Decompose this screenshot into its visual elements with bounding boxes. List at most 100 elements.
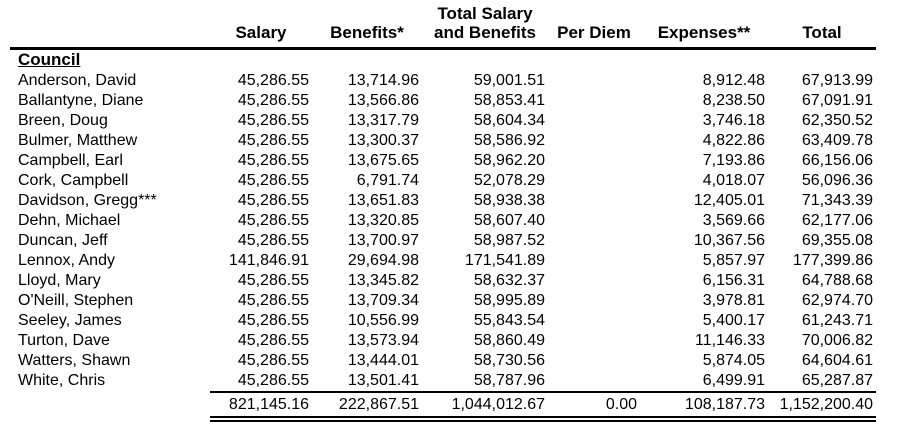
cell-per-diem xyxy=(548,371,640,392)
table-row: Watters, Shawn 45,286.55 13,444.01 58,730.5… xyxy=(10,351,876,371)
header-salary: Salary xyxy=(210,2,312,50)
cell-expenses: 7,193.86 xyxy=(702,151,765,169)
cell-expenses: 5,400.17 xyxy=(702,311,765,329)
cell-total: 71,343.39 xyxy=(801,191,873,209)
cell-per-diem xyxy=(548,331,640,351)
cell-total-salary-benefits: 58,860.49 xyxy=(473,331,545,349)
header-expenses: Expenses** xyxy=(640,2,768,50)
header-total-salary-and-benefits: Total Salary and Benefits xyxy=(422,2,548,50)
cell-benefits: 13,709.34 xyxy=(347,291,419,309)
cell-benefits: 10,556.99 xyxy=(347,311,419,329)
section-label: Council xyxy=(18,50,81,70)
header-total-salary-line1: Total Salary xyxy=(437,4,533,23)
cell-name: O'Neill, Stephen xyxy=(18,291,134,309)
cell-total: 62,177.06 xyxy=(801,211,873,229)
cell-per-diem xyxy=(548,351,640,371)
cell-expenses: 4,822.86 xyxy=(702,131,765,149)
cell-expenses: 11,146.33 xyxy=(695,331,765,349)
cell-salary: 45,286.55 xyxy=(237,291,309,309)
cell-total: 66,156.06 xyxy=(801,151,873,169)
cell-per-diem xyxy=(548,131,640,151)
cell-total: 61,243.71 xyxy=(801,311,873,329)
cell-total: 177,399.86 xyxy=(792,251,873,269)
cell-salary: 45,286.55 xyxy=(237,191,309,209)
cell-per-diem xyxy=(548,311,640,331)
header-total: Total xyxy=(768,2,876,50)
cell-per-diem xyxy=(548,251,640,271)
cell-expenses: 6,499.91 xyxy=(702,371,765,389)
cell-benefits: 13,317.79 xyxy=(347,111,419,129)
cell-benefits: 13,573.94 xyxy=(347,331,419,349)
cell-salary: 45,286.55 xyxy=(237,211,309,229)
cell-totals-total-salary-benefits: 1,044,012.67 xyxy=(422,390,548,422)
cell-name: Dehn, Michael xyxy=(18,211,121,229)
cell-name: Anderson, David xyxy=(18,71,137,89)
cell-expenses: 3,978.81 xyxy=(702,291,765,309)
cell-name: Watters, Shawn xyxy=(18,351,131,369)
table-row: Duncan, Jeff 45,286.55 13,700.97 58,987.52 1… xyxy=(10,231,876,251)
table-row: Seeley, James 45,286.55 10,556.99 55,843.54… xyxy=(10,311,876,331)
cell-totals-total: 1,152,200.40 xyxy=(768,390,876,422)
totals-row: 821,145.16 222,867.51 1,044,012.67 0.00 … xyxy=(10,390,876,422)
cell-benefits: 13,320.85 xyxy=(347,211,419,229)
cell-name: Ballantyne, Diane xyxy=(18,91,144,109)
cell-expenses: 5,857.97 xyxy=(702,251,765,269)
cell-total-salary-benefits: 52,078.29 xyxy=(473,171,545,189)
cell-total-salary-benefits: 59,001.51 xyxy=(473,71,545,89)
table-row: Ballantyne, Diane 45,286.55 13,566.86 58,85… xyxy=(10,91,876,111)
table-row: Cork, Campbell 45,286.55 6,791.74 52,078.29… xyxy=(10,171,876,191)
cell-total: 69,355.08 xyxy=(801,231,873,249)
cell-expenses: 3,746.18 xyxy=(702,111,765,129)
cell-per-diem xyxy=(548,171,640,191)
cell-benefits: 13,501.41 xyxy=(347,371,419,389)
cell-per-diem xyxy=(548,231,640,251)
cell-salary: 45,286.55 xyxy=(237,151,309,169)
table-row: Breen, Doug 45,286.55 13,317.79 58,604.34 3,… xyxy=(10,111,876,131)
cell-per-diem xyxy=(548,71,640,91)
cell-salary: 45,286.55 xyxy=(237,231,309,249)
cell-name: White, Chris xyxy=(18,372,106,389)
cell-total-salary-benefits: 58,730.56 xyxy=(473,351,545,369)
cell-per-diem xyxy=(548,111,640,131)
table-row: Campbell, Earl 45,286.55 13,675.65 58,962.2… xyxy=(10,151,876,171)
header-total-salary-line2: and Benefits xyxy=(433,23,537,42)
cell-per-diem xyxy=(548,151,640,171)
cell-per-diem xyxy=(548,211,640,231)
table-row: White, Chris 45,286.55 13,501.41 58,787.96 6… xyxy=(10,371,876,392)
cell-expenses: 4,018.07 xyxy=(702,171,765,189)
cell-total: 65,287.87 xyxy=(801,371,873,389)
cell-salary: 45,286.55 xyxy=(237,331,309,349)
cell-total-salary-benefits: 58,607.40 xyxy=(473,211,545,229)
table-row: Lloyd, Mary 45,286.55 13,345.82 58,632.37 6,… xyxy=(10,271,876,291)
cell-salary: 45,286.55 xyxy=(237,91,309,109)
cell-name: Cork, Campbell xyxy=(18,171,129,189)
cell-expenses: 8,912.48 xyxy=(702,71,765,89)
table-row: Turton, Dave 45,286.55 13,573.94 58,860.49 1… xyxy=(10,331,876,351)
cell-total: 64,604.61 xyxy=(801,351,873,369)
cell-total-salary-benefits: 171,541.89 xyxy=(464,251,545,269)
cell-expenses: 8,238.50 xyxy=(702,91,765,109)
cell-name: Seeley, James xyxy=(18,311,122,329)
cell-total-salary-benefits: 58,604.34 xyxy=(473,111,545,129)
table-row: Davidson, Gregg*** 45,286.55 13,651.83 58,9… xyxy=(10,191,876,211)
cell-total: 62,974.70 xyxy=(801,291,873,309)
header-per-diem: Per Diem xyxy=(548,2,640,50)
cell-salary: 45,286.55 xyxy=(237,131,309,149)
cell-name: Lloyd, Mary xyxy=(18,271,101,289)
cell-expenses: 6,156.31 xyxy=(702,271,765,289)
cell-name: Breen, Doug xyxy=(18,111,108,129)
cell-totals-salary: 821,145.16 xyxy=(210,390,312,422)
cell-per-diem xyxy=(548,191,640,211)
cell-benefits: 13,700.97 xyxy=(347,231,419,249)
cell-salary: 45,286.55 xyxy=(237,311,309,329)
cell-per-diem xyxy=(548,271,640,291)
cell-expenses: 10,367.56 xyxy=(693,231,765,249)
cell-salary: 45,286.55 xyxy=(237,171,309,189)
cell-total: 64,788.68 xyxy=(801,271,873,289)
table-row: Anderson, David 45,286.55 13,714.96 59,001.… xyxy=(10,71,876,91)
table-row: Dehn, Michael 45,286.55 13,320.85 58,607.40… xyxy=(10,211,876,231)
cell-per-diem xyxy=(548,291,640,311)
cell-total: 67,913.99 xyxy=(801,71,873,89)
cell-salary: 45,286.55 xyxy=(237,71,309,89)
